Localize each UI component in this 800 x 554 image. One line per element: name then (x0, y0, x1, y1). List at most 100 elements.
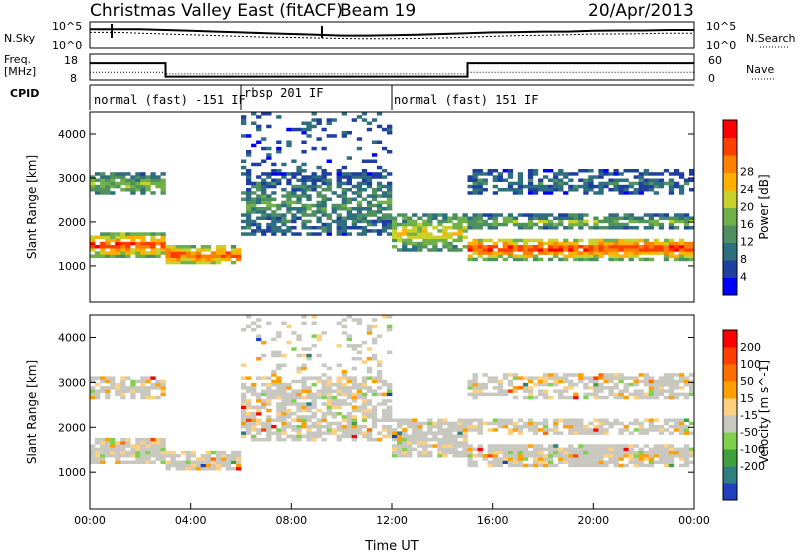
x-tick-label: 00:00 (678, 514, 710, 527)
heatmap-cell (241, 392, 247, 397)
heatmap-cell (593, 379, 599, 384)
heatmap-cell (673, 418, 680, 422)
heatmap-cell (608, 213, 614, 217)
heatmap-cell (130, 460, 136, 464)
heatmap-cell (412, 447, 418, 452)
heatmap-cell (492, 447, 498, 452)
heatmap-cell (316, 178, 322, 182)
heatmap-cell (462, 418, 468, 422)
heatmap-cell (568, 226, 574, 230)
heatmap-cell (633, 181, 639, 186)
heatmap-cell (115, 444, 121, 448)
heatmap-cell (276, 389, 282, 393)
heatmap-cell (467, 245, 473, 249)
heatmap-cell (683, 241, 690, 246)
heatmap-cell (120, 447, 126, 452)
heatmap-cell (623, 188, 629, 192)
heatmap-cell (658, 213, 665, 217)
heatmap-cell (452, 441, 458, 445)
heatmap-cell (689, 373, 695, 377)
heatmap-cell (658, 172, 665, 176)
heatmap-cell (532, 424, 539, 429)
heatmap-cell (578, 169, 584, 173)
heatmap-cell (517, 450, 524, 455)
heatmap-cell (492, 428, 498, 432)
heatmap-cell (412, 418, 418, 422)
heatmap-cell (311, 434, 317, 439)
heatmap-cell (648, 463, 654, 468)
heatmap-cell (517, 191, 524, 195)
heatmap-cell (366, 415, 373, 419)
heatmap-cell (125, 181, 131, 186)
heatmap-cell (110, 181, 116, 186)
heatmap-cell (180, 460, 186, 464)
heatmap-cell (296, 408, 302, 413)
heatmap-cell (668, 178, 675, 182)
heatmap-cell (251, 207, 257, 211)
heatmap-cell (492, 457, 498, 461)
heatmap-cell (256, 376, 262, 380)
heatmap-cell (472, 382, 478, 387)
heatmap-cell (472, 188, 478, 192)
heatmap-cell (105, 389, 111, 393)
heatmap-cell (296, 197, 302, 201)
heatmap-cell (588, 257, 594, 262)
heatmap-cell (412, 441, 418, 445)
heatmap-cell (613, 463, 619, 468)
heatmap-cell (658, 386, 665, 390)
heatmap-cell (548, 447, 554, 452)
heatmap-cell (512, 428, 519, 432)
heatmap-cell (689, 248, 695, 252)
heatmap-cell (598, 219, 604, 224)
heatmap-cell (422, 437, 428, 442)
heatmap-cell (381, 399, 388, 403)
heatmap-cell (200, 254, 206, 258)
heatmap-cell (306, 415, 312, 419)
heatmap-cell (301, 226, 307, 230)
heatmap-cell (251, 437, 257, 442)
heatmap-cell (608, 389, 614, 393)
heatmap-cell (543, 395, 549, 400)
heatmap-cell (663, 376, 670, 380)
heatmap-cell (326, 188, 332, 192)
heatmap-cell (271, 229, 277, 233)
heatmap-cell (381, 222, 388, 227)
heatmap-cell (492, 376, 498, 380)
heatmap-cell (361, 379, 368, 384)
heatmap-cell (653, 382, 659, 387)
heatmap-cell (648, 428, 654, 432)
heatmap-cell (502, 376, 508, 380)
heatmap-cell (447, 232, 453, 236)
heatmap-cell (225, 254, 232, 258)
heatmap-cell (341, 370, 347, 374)
heatmap-cell (331, 191, 337, 195)
heatmap-cell (643, 257, 649, 262)
heatmap-cell (417, 444, 423, 448)
heatmap-cell (336, 392, 342, 397)
heatmap-cell (366, 347, 373, 351)
heatmap-cell (160, 441, 166, 445)
colorbar-frame (722, 329, 738, 501)
noise-right-tick-top: 10^5 (706, 20, 736, 33)
freq-tick-bottom: 8 (70, 72, 77, 85)
heatmap-cell (588, 431, 594, 435)
heatmap-cell (527, 421, 534, 426)
heatmap-cell (643, 395, 649, 400)
heatmap-cell (371, 405, 378, 409)
heatmap-cell (225, 467, 232, 471)
heatmap-cell (578, 219, 584, 224)
heatmap-cell (90, 181, 96, 186)
heatmap-cell (573, 257, 579, 262)
heatmap-cell (633, 454, 639, 458)
heatmap-cell (442, 241, 448, 246)
heatmap-cell (402, 232, 408, 236)
heatmap-cell (618, 238, 624, 243)
heatmap-cell (593, 251, 599, 255)
heatmap-cell (588, 178, 594, 182)
heatmap-cell (301, 315, 307, 319)
heatmap-cell (326, 389, 332, 393)
heatmap-cell (200, 460, 206, 464)
heatmap-cell (346, 402, 352, 406)
heatmap-cell (432, 226, 438, 230)
